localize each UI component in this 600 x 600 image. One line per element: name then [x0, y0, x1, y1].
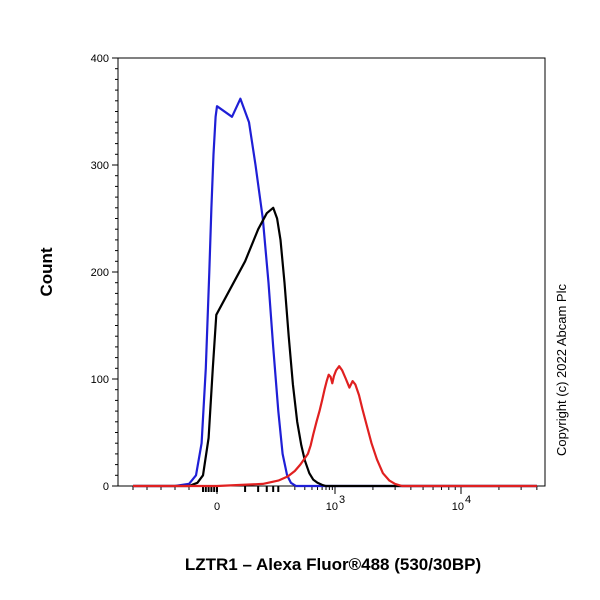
- y-tick-label: 100: [91, 374, 109, 386]
- x-tick-label: 10: [326, 501, 338, 513]
- series-line-1: [133, 206, 537, 488]
- plot-border: [117, 57, 546, 487]
- y-axis-title: Count: [37, 247, 56, 296]
- y-tick-label: 400: [91, 53, 109, 65]
- series-line-2: [133, 365, 537, 488]
- series-layer: [133, 97, 537, 488]
- x-tick-exponent: 4: [465, 494, 471, 506]
- copyright-annotation: Copyright (c) 2022 Abcam Plc: [554, 284, 569, 456]
- x-axis-title: LZTR1 – Alexa Fluor®488 (530/30BP): [185, 555, 481, 574]
- x-tick-label: 0: [214, 501, 220, 513]
- x-tick-label: 10: [452, 501, 464, 513]
- y-tick-label: 0: [103, 481, 109, 493]
- series-line-0: [133, 97, 537, 488]
- y-axis: 0 100 200 300 400: [91, 53, 118, 493]
- x-tick-exponent: 3: [339, 494, 345, 506]
- y-tick-label: 300: [91, 160, 109, 172]
- plot-frame: [117, 57, 546, 487]
- y-tick-label: 200: [91, 267, 109, 279]
